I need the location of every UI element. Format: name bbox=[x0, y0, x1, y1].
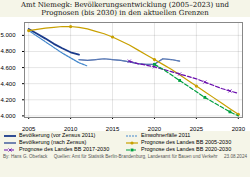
svg-text:2030: 2030 bbox=[232, 126, 246, 132]
svg-text:5.000: 5.000 bbox=[0, 32, 16, 38]
html-text:Einwohnerfälle 2011: Einwohnerfälle 2011 bbox=[141, 132, 191, 138]
html-text:Bevölkerung (nach Zensus): Bevölkerung (nach Zensus) bbox=[19, 139, 87, 145]
svg-text:4.600: 4.600 bbox=[0, 65, 16, 71]
html-text:By: Hans G. Oberlack: By: Hans G. Oberlack bbox=[3, 154, 48, 159]
svg-text:4.000: 4.000 bbox=[0, 113, 16, 119]
svg-text:4.800: 4.800 bbox=[0, 48, 16, 54]
html-text:Amt Niemegk: Bevölkerungsentwi: Amt Niemegk: Bevölkerungsentwicklung (20… bbox=[21, 1, 229, 17]
svg-text:2025: 2025 bbox=[190, 126, 204, 132]
html-text:Prognose des Landes BB 2020-20: Prognose des Landes BB 2020-2030 bbox=[141, 146, 232, 152]
svg-text:2005: 2005 bbox=[22, 126, 36, 132]
svg-text:4.200: 4.200 bbox=[0, 97, 16, 103]
svg-text:2020: 2020 bbox=[148, 126, 162, 132]
html-text:Prognose des Landes BB 2005-20: Prognose des Landes BB 2005-2030 bbox=[141, 139, 232, 145]
svg-text:2010: 2010 bbox=[64, 126, 78, 132]
svg-text:2015: 2015 bbox=[106, 126, 120, 132]
html-text:Prognose des Landes BB 2017-20: Prognose des Landes BB 2017-2030 bbox=[19, 146, 110, 152]
html-text:Bevölkerung (vor Zensus 2011): Bevölkerung (vor Zensus 2011) bbox=[19, 132, 96, 138]
html-text:Quellen: Amt für Statistik Ber: Quellen: Amt für Statistik Berlin-Brande… bbox=[53, 154, 247, 159]
svg-text:4.400: 4.400 bbox=[0, 81, 16, 87]
